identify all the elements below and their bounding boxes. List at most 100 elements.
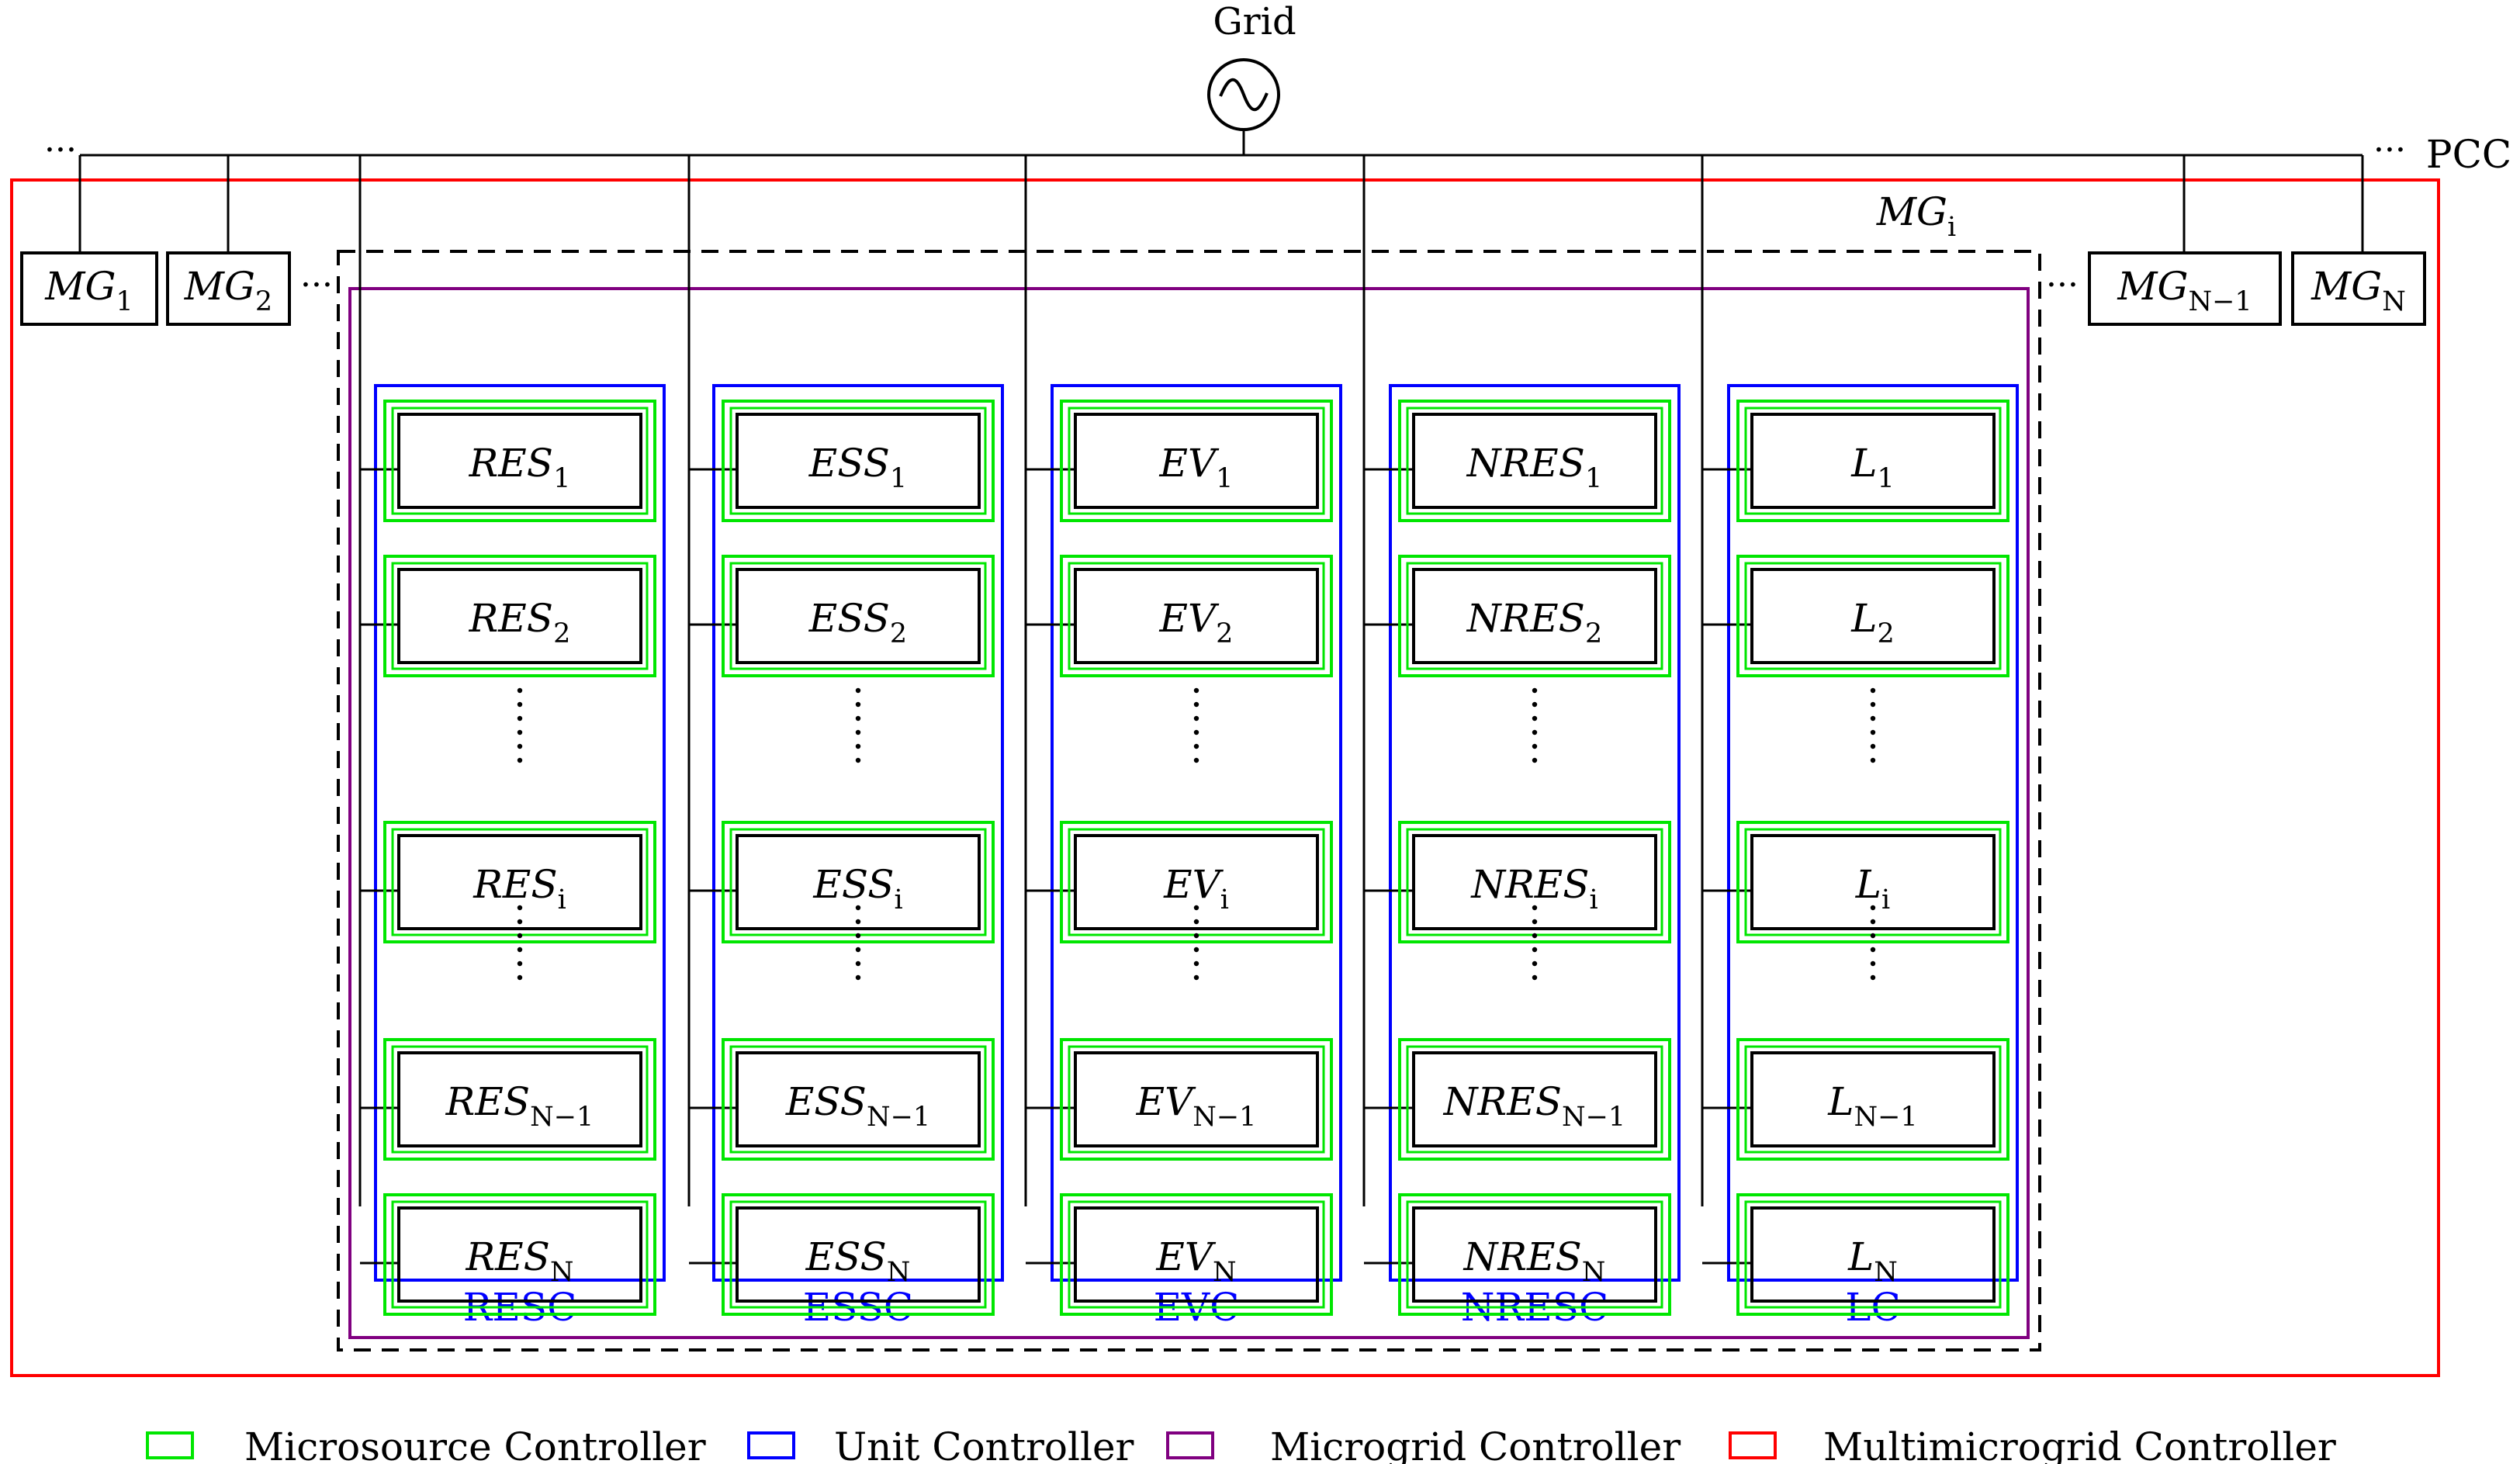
microsource-controller-outer [1736,400,2009,522]
legend-swatch-1 [146,1431,194,1459]
label-main: NRES [1466,596,1585,641]
dot [517,919,523,925]
microsource-controller-outer [1736,1038,2009,1161]
microsource-controller-outer [722,1038,995,1161]
microsource-controller-inner [1406,1045,1663,1154]
label-subscript: 2 [1216,618,1233,649]
dot [517,947,523,953]
dot [1532,701,1538,708]
microsource-controller-outer [1060,1038,1333,1161]
unit-label-res-3: RESi [472,862,566,915]
dot [517,743,523,749]
label-subscript: N−1 [1192,1102,1256,1133]
dot [855,687,861,694]
label-subscript: N−1 [2188,286,2252,317]
label-main: RES [445,1079,530,1124]
microsource-controller-outer [1398,1038,1671,1161]
unit-box-ess-1 [736,413,981,509]
label-main: ESS [808,596,890,641]
multimicrogrid-controller-box [10,178,2440,1377]
label-main: MG [1876,189,1947,234]
dot [855,974,861,981]
unit-label-ev-5: EVN [1155,1234,1236,1288]
microgrid-box-2 [166,251,291,326]
vertical-ellipsis [517,687,523,763]
microsource-controller-outer [1060,821,1333,943]
unit-box-res-1 [397,413,642,509]
label-subscript: i [1947,212,1956,243]
unit-box-nres-3 [1412,834,1657,930]
microsource-controller-inner [1068,1200,1325,1309]
legend-swatch-2 [747,1431,795,1459]
microgrid-label-1: MG1 [44,264,133,317]
label-main: L [1855,862,1881,907]
dot [1193,743,1199,749]
microsource-controller-inner [1068,1045,1325,1154]
unit-box-ev-4 [1074,1051,1319,1147]
label-subscript: 2 [1877,618,1894,649]
microsource-controller-inner [1744,1045,2002,1154]
dot [1870,715,1876,722]
unit-label-res-5: RESN [465,1234,573,1288]
microsource-controller-outer [1060,1193,1333,1316]
vertical-ellipsis [1870,905,1876,981]
dot [1193,757,1199,763]
unit-box-res-2 [397,568,642,664]
label-subscript: i [558,884,566,915]
microsource-controller-outer [1736,821,2009,943]
microgrid-box-3 [2088,251,2282,326]
label-subscript: i [1881,884,1890,915]
unit-box-res-5 [397,1206,642,1303]
dot [517,687,523,694]
label-main: L [1850,441,1877,486]
unit-label-res-4: RESN−1 [445,1079,594,1133]
legend-label-4: Multimicrogrid Controller [1823,1424,2336,1464]
microsource-controller-outer [722,1193,995,1316]
microsource-controller-inner [1068,562,1325,670]
microsource-controller-outer [383,400,656,522]
dot [1870,960,1876,967]
microsource-controller-outer [722,555,995,677]
label-main: EV [1136,1079,1196,1124]
dot [1870,729,1876,735]
microsource-controller-outer [722,821,995,943]
unit-label-nres-3: NRESi [1470,862,1598,915]
label-subscript: i [1589,884,1598,915]
label-main: RES [472,862,557,907]
label-main: L [1847,1234,1874,1279]
dot [855,729,861,735]
legend-label-1: Microsource Controller [244,1424,706,1464]
label-main: L [1827,1079,1854,1124]
unit-box-nres-1 [1412,413,1657,509]
microgrid-controller-box [348,287,2030,1339]
unit-label-nres-5: NRESN [1463,1234,1606,1288]
microsource-controller-inner [1406,407,1663,515]
label-main: ESS [785,1079,867,1124]
unit-box-ess-5 [736,1206,981,1303]
microsource-controller-outer [383,555,656,677]
vertical-ellipsis [855,687,861,763]
microsource-controller-inner [729,1200,987,1309]
microsource-controller-inner [1744,1200,2002,1309]
label-main: MG [44,264,116,309]
sine-wave [1219,78,1269,112]
dot [1193,715,1199,722]
unit-box-ev-1 [1074,413,1319,509]
dot [517,933,523,939]
vertical-ellipsis [1193,687,1199,763]
label-subscript: N [1874,1257,1898,1288]
dot [1532,757,1538,763]
dot [1532,919,1538,925]
label-subscript: 1 [890,463,907,494]
microsource-controller-inner [1406,1200,1663,1309]
dot [1193,729,1199,735]
grid-label: Grid [1213,0,1296,43]
dot [1193,701,1199,708]
microgrid-i-label: MGi [1876,189,1956,243]
label-subscript: 1 [1216,463,1233,494]
dot [855,715,861,722]
vertical-ellipsis [1532,687,1538,763]
dot [1532,743,1538,749]
microgrid-box-1 [20,251,158,326]
